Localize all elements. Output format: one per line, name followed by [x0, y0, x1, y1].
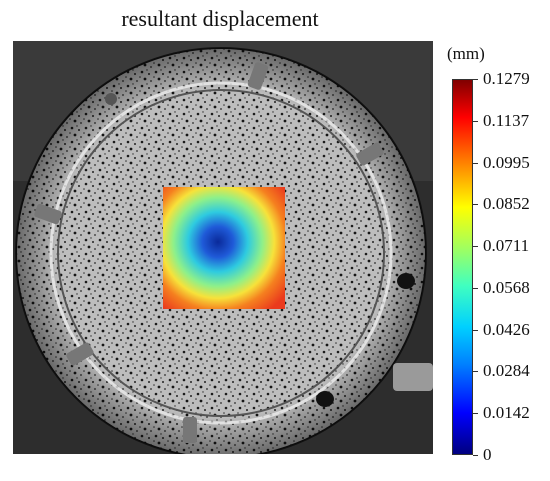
colorbar-tick-mark — [473, 162, 478, 164]
colorbar-tick-mark — [473, 79, 478, 80]
colorbar-tick-label: 0.0568 — [483, 277, 530, 297]
colorbar-tick-mark — [473, 455, 478, 456]
colorbar-tick-label: 0.0995 — [483, 152, 530, 172]
colorbar-unit-label: (mm) — [447, 44, 485, 63]
specimen-photo-drawing — [13, 41, 433, 454]
colorbar-tick-label: 0.0711 — [483, 236, 530, 256]
colorbar-tick-label: 0.0142 — [483, 403, 530, 423]
displacement-field-overlay — [163, 187, 285, 309]
colorbar-tick-label: 0.0426 — [483, 319, 530, 339]
colorbar-tick-mark — [473, 120, 478, 122]
colorbar-tick-mark — [473, 371, 478, 373]
figure-title: resultant displacement — [121, 6, 319, 31]
colorbar-tick-label: 0.1137 — [483, 110, 530, 130]
colorbar-tick-label: 0 — [483, 445, 492, 464]
colorbar-tick-mark — [473, 287, 478, 289]
colorbar-tick-mark — [473, 413, 478, 415]
colorbar-tick-label: 0.1279 — [483, 69, 530, 88]
colorbar-tick-label: 0.0852 — [483, 194, 530, 214]
colorbar-tick-mark — [473, 246, 478, 248]
colorbar-tick-label: 0.0284 — [483, 361, 530, 381]
colorbar-tick-mark — [473, 329, 478, 331]
specimen-photo — [13, 41, 433, 454]
colorbar-tick-mark — [473, 204, 478, 206]
colorbar — [452, 79, 473, 455]
